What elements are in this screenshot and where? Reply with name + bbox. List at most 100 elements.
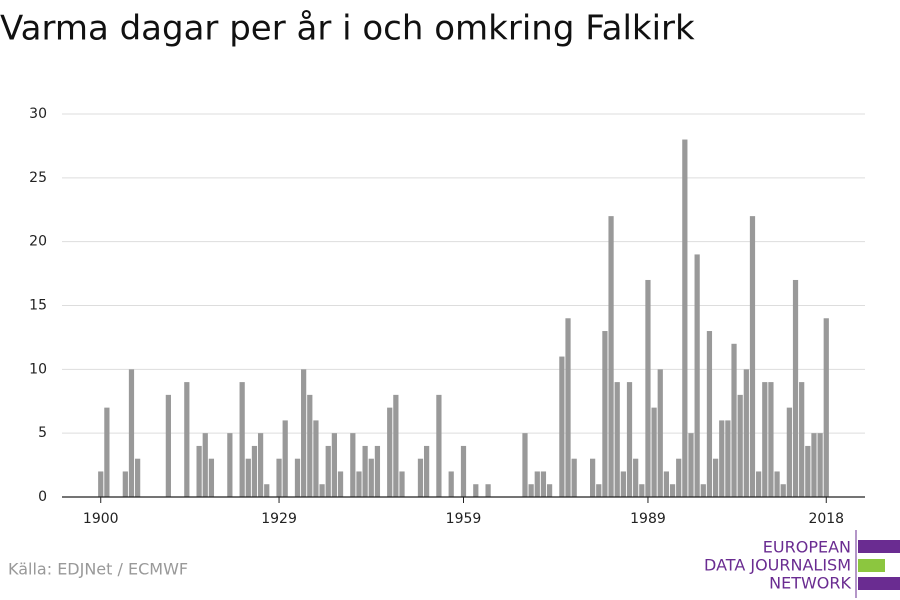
x-tick-label: 2018 — [808, 511, 844, 527]
bar — [817, 433, 823, 497]
y-tick-label: 20 — [29, 234, 47, 250]
bar — [590, 458, 596, 497]
bar — [694, 254, 700, 497]
x-tick-label: 1929 — [261, 511, 297, 527]
bar — [356, 471, 362, 497]
bar — [135, 458, 141, 497]
bar — [712, 458, 719, 497]
source: Källa: EDJNet / ECMWF — [8, 560, 188, 579]
bar — [565, 318, 571, 497]
bar — [307, 394, 313, 497]
bar — [313, 420, 319, 497]
bar — [540, 471, 547, 497]
logo-text: DATA JOURNALISM — [704, 556, 851, 575]
x-tick-label: 1900 — [83, 511, 119, 527]
bar — [682, 139, 688, 498]
logo-bar — [858, 540, 900, 553]
bar — [676, 458, 682, 497]
bar — [669, 484, 676, 497]
bar — [239, 382, 245, 497]
x-tick-label: 1959 — [446, 511, 482, 527]
bar — [805, 445, 811, 497]
bar — [786, 407, 792, 497]
bar — [368, 458, 374, 497]
bar — [276, 458, 282, 497]
bar — [196, 445, 202, 497]
bar — [202, 433, 208, 497]
bar — [165, 394, 171, 497]
bar — [768, 382, 774, 497]
bar — [325, 445, 331, 497]
bar — [245, 458, 251, 497]
bar — [387, 407, 393, 497]
chart-title: Varma dagar per år i och omkring Falkirk — [0, 9, 695, 49]
bar — [706, 331, 713, 497]
bar — [657, 369, 663, 497]
bar — [725, 420, 731, 497]
bar — [301, 369, 307, 497]
logo: EUROPEAN DATA JOURNALISM NETWORK — [704, 530, 900, 598]
bar — [546, 484, 553, 497]
bar — [663, 471, 670, 497]
bar — [399, 471, 405, 497]
logo-bar — [858, 577, 900, 590]
y-tick-label: 10 — [29, 361, 47, 377]
bar — [571, 458, 577, 497]
bar — [559, 356, 565, 497]
bar — [423, 445, 430, 497]
bar — [774, 471, 780, 497]
bar — [417, 458, 424, 497]
bar — [98, 471, 104, 497]
logo-text: EUROPEAN — [763, 538, 851, 557]
bar — [626, 382, 633, 497]
bar — [645, 279, 651, 497]
bar — [460, 445, 467, 497]
bar — [633, 458, 639, 497]
bar — [651, 407, 657, 497]
bar — [337, 471, 344, 497]
bar — [602, 331, 608, 497]
bar — [756, 471, 762, 497]
bar — [393, 394, 399, 497]
logo-text: NETWORK — [769, 574, 851, 593]
bar — [122, 471, 128, 497]
bar — [251, 445, 258, 497]
bar — [823, 318, 829, 497]
bar — [749, 216, 756, 497]
bar — [799, 382, 805, 497]
bar — [792, 279, 799, 497]
bar — [614, 382, 620, 497]
bar — [331, 433, 337, 497]
y-tick-label: 5 — [38, 425, 47, 441]
bar — [522, 433, 528, 497]
bar — [780, 484, 786, 497]
bar — [762, 382, 768, 497]
y-tick-label: 0 — [38, 489, 47, 505]
bar — [528, 484, 534, 497]
bar — [227, 433, 233, 497]
bar — [128, 369, 135, 497]
bar — [319, 484, 325, 497]
bar — [700, 484, 706, 497]
logo-bar — [858, 559, 885, 572]
bar — [534, 471, 540, 497]
bar — [104, 407, 110, 497]
bar — [639, 484, 645, 497]
bar — [374, 445, 381, 497]
bar — [731, 343, 737, 497]
bar — [448, 471, 454, 497]
bar — [208, 458, 215, 497]
bar — [350, 433, 356, 497]
bar — [436, 394, 442, 497]
y-tick-label: 30 — [29, 106, 47, 122]
bar — [608, 216, 614, 497]
x-tick-label: 1989 — [630, 511, 666, 527]
bar — [737, 394, 743, 497]
bar — [719, 420, 725, 497]
bar — [184, 382, 190, 497]
bar — [264, 484, 270, 497]
y-tick-label: 25 — [29, 170, 47, 186]
bar — [811, 433, 817, 497]
bar — [688, 433, 694, 497]
bar — [282, 420, 288, 497]
